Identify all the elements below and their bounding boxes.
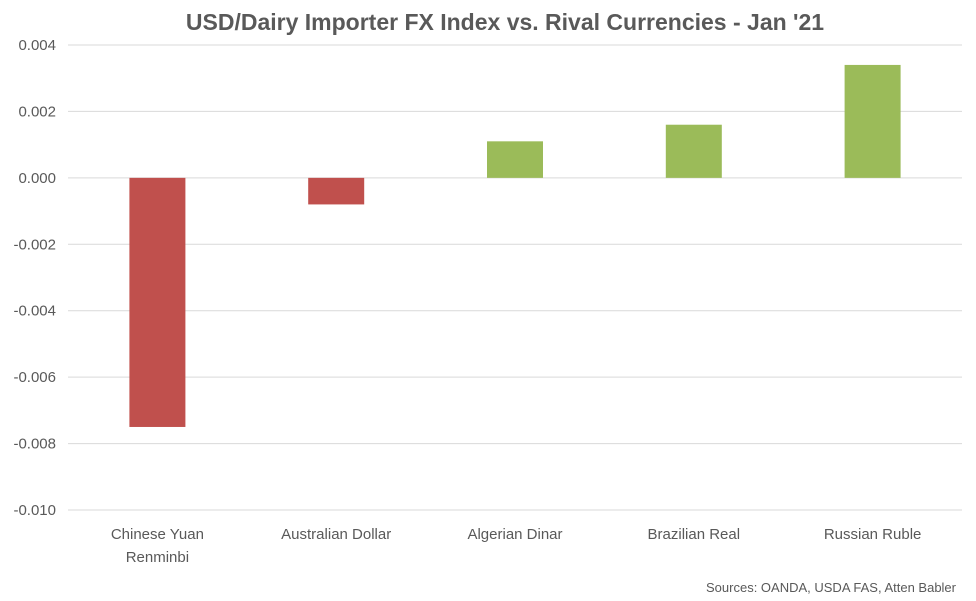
x-axis-category-labels: Chinese Yuan Renminbi Australian Dollar Alg…	[111, 526, 922, 566]
bar	[487, 141, 543, 178]
y-tick-label: -0.008	[13, 436, 56, 453]
bar	[844, 64, 901, 178]
y-tick-label: -0.002	[13, 236, 56, 253]
y-axis-tick-labels: 0.004 0.002 0.000 -0.002 -0.004 -0.006 -0.008 -…	[13, 37, 56, 519]
x-category-label: Chinese Yuan Renminbi	[111, 526, 204, 566]
x-category-label: Algerian Dinar	[467, 526, 562, 543]
x-category-label: Russian Ruble	[824, 526, 922, 543]
bars	[129, 64, 901, 427]
gridlines	[68, 44, 962, 511]
y-tick-label: 0.000	[18, 170, 56, 187]
y-tick-label: -0.010	[13, 502, 56, 519]
chart-title: USD/Dairy Importer FX Index vs. Rival Cu…	[186, 9, 824, 35]
y-tick-label: 0.002	[18, 103, 56, 120]
bar	[129, 177, 186, 427]
bar	[665, 124, 722, 178]
source-note: Sources: OANDA, USDA FAS, Atten Babler	[706, 580, 957, 595]
y-tick-label: 0.004	[18, 37, 56, 54]
y-tick-label: -0.006	[13, 369, 56, 386]
y-tick-label: -0.004	[13, 303, 56, 320]
x-category-label: Australian Dollar	[281, 526, 391, 543]
bar	[308, 177, 365, 205]
x-category-label: Brazilian Real	[648, 526, 741, 543]
